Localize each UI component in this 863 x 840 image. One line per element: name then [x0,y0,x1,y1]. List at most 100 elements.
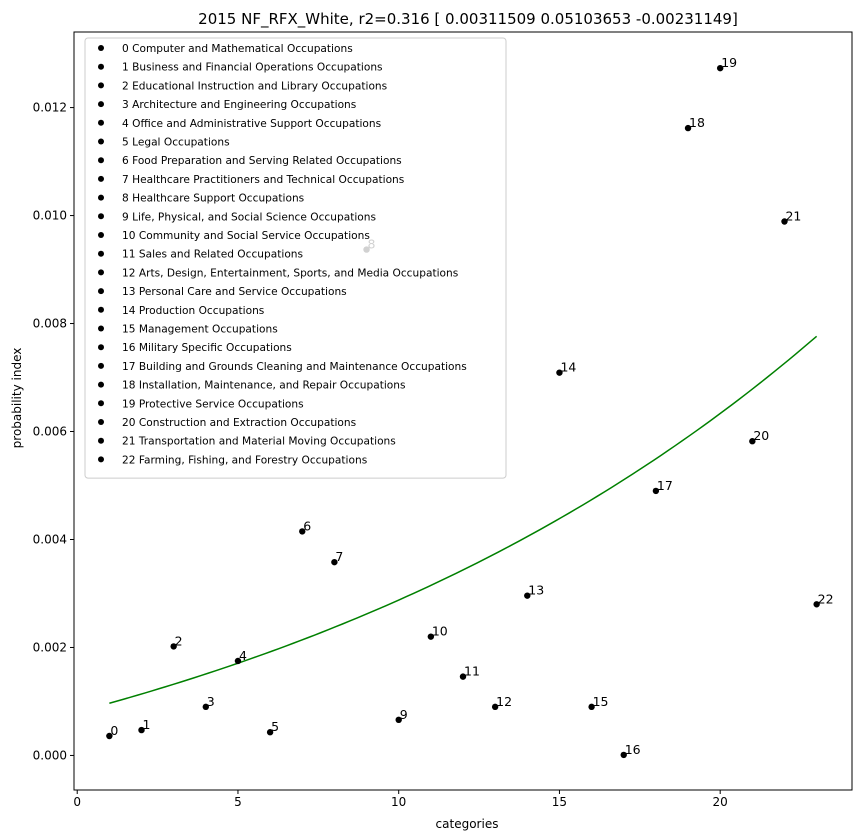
y-axis-label: probability index [10,348,24,449]
data-point-label: 21 [785,209,801,224]
data-point-label: 2 [175,633,183,648]
plot-area: 0 5 10 15 200.0000.0020.0040.0060.0080.0100.… [33,31,853,809]
data-point [234,657,242,665]
data-point-label: 19 [721,55,737,70]
legend-entry: 14 Production Occupations [122,305,264,317]
legend-entry: 1 Business and Financial Operations Occu… [122,62,383,74]
legend-entry: 7 Healthcare Practitioners and Technical… [122,174,404,186]
x-tick-label: 5 [234,795,242,809]
x-tick-label: 0 [73,795,81,809]
y-tick-label: 0.002 [33,640,67,654]
data-point [684,124,692,132]
data-point-label: 22 [818,591,834,606]
data-point [106,732,113,740]
data-point [395,716,402,724]
legend-entry: 13 Personal Care and Service Occupations [122,286,347,298]
legend-marker [98,362,104,369]
legend-entry: 12 Arts, Design, Entertainment, Sports, … [122,267,458,279]
legend-marker [98,82,104,89]
legend-entry: 2 Educational Instruction and Library Oc… [122,80,387,92]
legend-entry: 18 Installation, Maintenance, and Repair… [122,380,406,392]
data-point [266,729,274,736]
legend-entry: 21 Transportation and Material Moving Oc… [122,436,396,448]
legend-entry: 3 Architecture and Engineering Occupatio… [122,99,356,111]
data-point-label: 18 [689,115,705,130]
data-point-label: 17 [657,478,673,493]
legend-entry: 0 Computer and Mathematical Occupations [122,43,353,55]
legend-entry: 22 Farming, Fishing, and Forestry Occupa… [122,454,367,466]
legend-marker [98,437,104,444]
y-tick-label: 0.012 [33,101,67,115]
legend-marker [98,269,104,276]
data-point-label: 11 [464,664,480,679]
data-point [170,643,177,650]
data-point-label: 16 [625,742,641,757]
y-tick-label: 0.010 [33,209,67,223]
legend-marker [98,288,104,295]
x-tick-label: 15 [552,795,567,809]
x-tick-label: 10 [391,795,406,809]
legend-marker [98,344,104,351]
y-tick-label: 0.004 [33,532,67,546]
plot-frame [73,31,853,791]
x-axis-label: categories [436,817,499,831]
x-tick-label: 20 [713,795,728,809]
data-point-label: 9 [400,707,408,722]
data-point [331,558,338,566]
data-point-label: 13 [528,583,544,598]
data-point [202,703,210,711]
data-point-label: 3 [207,694,215,709]
data-point-label: 7 [335,549,343,564]
data-point [299,528,306,535]
data-point-label: 5 [271,719,279,734]
data-point [556,369,563,376]
legend-marker [98,45,104,51]
legend-marker [98,325,104,332]
data-point [491,703,499,711]
legend-marker [98,306,104,313]
data-point [588,703,595,711]
data-point [781,218,788,225]
data-point [427,633,435,640]
legend-marker [98,213,104,220]
legend-marker [98,250,104,257]
legend-entry: 10 Community and Social Service Occupati… [122,230,370,242]
data-point-label: 0 [110,723,118,738]
data-point [620,751,627,759]
data-point-label: 6 [303,518,311,533]
fit-curve-group [109,335,818,704]
data-point-label: 10 [432,624,448,639]
fit-curve [109,335,818,704]
data-point-label: 14 [560,360,576,375]
legend-entry: 11 Sales and Related Occupations [122,249,303,261]
data-point [138,726,145,734]
legend-marker [98,175,104,182]
legend-marker [98,194,104,201]
y-tick-label: 0.008 [33,317,67,331]
data-point [813,601,820,608]
legend-entry: 5 Legal Occupations [122,137,230,149]
legend-entry: 8 Healthcare Support Occupations [122,193,304,205]
legend-entry: 6 Food Preparation and Serving Related O… [122,155,402,167]
legend-marker [98,119,104,126]
y-tick-label: 0.000 [33,748,67,762]
data-point-label: 15 [593,694,609,709]
legend-marker [98,101,104,108]
data-point [716,64,724,72]
legend-box [84,37,507,479]
legend-entry: 9 Life, Physical, and Social Science Occ… [122,211,376,223]
legend-marker [98,400,104,407]
data-point-label: 1 [143,717,151,732]
legend-entry: 15 Management Occupations [122,324,278,336]
data-point-label: 20 [753,428,769,443]
data-points: 012345678910111213141516171819202122 [106,55,834,759]
legend-marker [98,63,104,70]
data-point-label: 12 [496,694,512,709]
legend-marker [98,456,104,463]
data-point [459,673,467,680]
legend-entry: 20 Construction and Extraction Occupatio… [122,417,356,429]
legend-entry: 4 Office and Administrative Support Occu… [122,118,381,130]
legend-marker [98,232,104,238]
legend-entry: 17 Building and Grounds Cleaning and Mai… [122,361,467,373]
